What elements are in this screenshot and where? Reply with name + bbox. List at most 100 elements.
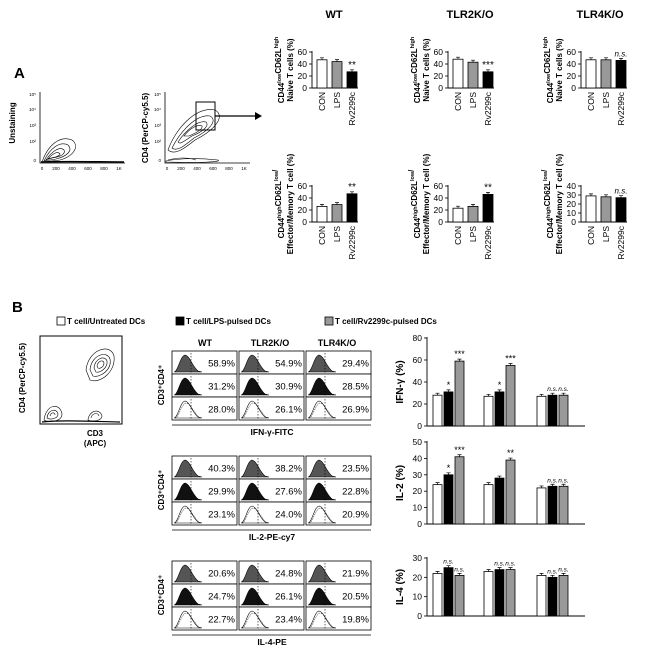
error-bar xyxy=(561,483,566,487)
flow2-ytick-0: 0 xyxy=(158,158,161,163)
significance-mark: *** xyxy=(505,354,516,364)
y-tick-label: 0 xyxy=(417,519,422,529)
histo-peak xyxy=(173,482,203,501)
y-tick-label: 10 xyxy=(413,592,423,602)
y-tick-label: 0 xyxy=(302,217,307,227)
histo-peak xyxy=(240,459,270,478)
y-axis-label: IFN-γ (%) xyxy=(395,360,406,403)
y-tick-label: 0 xyxy=(302,83,307,93)
histo-cell xyxy=(305,606,372,631)
bar-wt-s0 xyxy=(432,394,443,427)
histo-col-header: WT xyxy=(198,338,212,348)
histo-percent: 28.0% xyxy=(208,405,235,416)
legend-swatch-lps xyxy=(175,316,185,326)
header-tlr4: TLR4K/O xyxy=(576,9,624,21)
y-label-line2: Naive T cells (%) xyxy=(286,38,295,101)
error-bar xyxy=(471,59,475,63)
error-bar xyxy=(446,472,451,475)
error-bar xyxy=(550,392,555,396)
histo-col-header: TLR2K/O xyxy=(251,338,290,348)
y-tick-label: 40 xyxy=(298,59,308,69)
bar-tlr2ko-s0 xyxy=(483,484,494,525)
flowb-frame xyxy=(39,335,123,425)
bar-tlr2ko-s2 xyxy=(505,365,516,427)
x-tick-label: Rv2299c xyxy=(616,91,626,125)
flow1-ytick-4: 10⁵ xyxy=(29,92,36,97)
y-label-line2: Effector/Memory T cell (%) xyxy=(422,153,431,254)
error-bar xyxy=(539,573,544,576)
bar-con xyxy=(585,59,597,89)
y-tick-label: 40 xyxy=(413,453,423,463)
chart-naive-tlr4: 0 20 40 60 CON LPS Rv2299c n.s. CD44lowCD62Lhigh… xyxy=(543,36,627,125)
y-tick-label: 20 xyxy=(298,71,308,81)
x-tick-label: Rv2299c xyxy=(616,225,626,259)
error-bar xyxy=(350,191,354,194)
x-tick-label: CON xyxy=(453,226,463,245)
histo-peak xyxy=(307,482,337,501)
y-tick-label: 10 xyxy=(567,208,577,218)
bar-rv2299c xyxy=(346,193,358,223)
significance-mark: n.s. xyxy=(454,566,465,573)
significance-mark: ** xyxy=(348,182,356,193)
error-bar xyxy=(497,475,502,479)
bar-lps xyxy=(467,61,479,89)
histo-ylabel: CD3⁺CD4⁺ xyxy=(157,575,166,615)
bar-tlr4ko-s2 xyxy=(558,394,569,427)
bar-wt-s1 xyxy=(443,391,454,427)
histo-peak xyxy=(173,564,203,583)
bar-wt-s2 xyxy=(454,360,465,427)
y-tick-label: 60 xyxy=(298,181,308,191)
bar-lps xyxy=(331,204,343,223)
flow2-xtick-4: 800 xyxy=(225,166,233,171)
bar-con xyxy=(316,205,328,223)
y-tick-label: 30 xyxy=(413,553,423,563)
error-bar xyxy=(539,393,544,397)
histo-percent: 26.1% xyxy=(275,405,302,416)
bar-wt-s1 xyxy=(443,567,454,617)
flow2-xtick-5: 1K xyxy=(241,166,247,171)
x-tick-label: LPS xyxy=(601,92,611,108)
histo-peak-outline xyxy=(308,612,335,629)
error-bar xyxy=(457,358,462,362)
histo-ylabel: CD3⁺CD4⁺ xyxy=(157,365,166,405)
histo-peak xyxy=(173,610,203,629)
bar-rv2299c xyxy=(482,193,494,223)
flow2-ylabel: CD4 (PerCP-cy5.5) xyxy=(141,93,150,164)
y-tick-label: 10 xyxy=(413,503,423,513)
histo-peak xyxy=(307,459,337,478)
significance-mark: n.s. xyxy=(443,559,454,566)
flow2-xtick-3: 600 xyxy=(209,166,217,171)
flow2-xtick-2: 400 xyxy=(193,166,201,171)
error-bar xyxy=(456,205,460,209)
histo-xlabel: IL-4-PE xyxy=(257,637,287,647)
error-bar xyxy=(435,392,440,396)
error-bar xyxy=(446,389,451,392)
histo-peak xyxy=(240,505,270,524)
y-tick-label: 0 xyxy=(571,83,576,93)
chart-mem-tlr2: 0 20 40 60 CON LPS Rv2299c ** CD44highCD62Llow/E… xyxy=(407,153,494,260)
x-tick-label: Rv2299c xyxy=(347,225,357,259)
histo-peak-outline xyxy=(174,612,201,629)
bar-wt-s2 xyxy=(454,456,465,525)
flow1-xtick-0: 0 xyxy=(41,166,44,171)
histo-peak xyxy=(240,564,270,583)
header-tlr2: TLR2K/O xyxy=(446,9,494,21)
significance-mark: n.s. xyxy=(558,386,569,393)
histo-percent: 20.6% xyxy=(208,569,235,580)
histo-percent: 19.8% xyxy=(342,615,369,626)
y-tick-label: 40 xyxy=(567,181,577,191)
histo-percent: 22.8% xyxy=(342,487,369,498)
flow1-ytick-2: 10³ xyxy=(29,123,36,128)
flow2-xtick-0: 0 xyxy=(166,166,169,171)
error-bar xyxy=(471,204,475,207)
y-tick-label: 30 xyxy=(567,190,577,200)
y-tick-label: 40 xyxy=(567,59,577,69)
histo-cell xyxy=(305,396,372,421)
error-bar xyxy=(619,58,623,61)
histo-percent: 23.1% xyxy=(208,510,235,521)
bar-rv2299c xyxy=(346,71,358,89)
bar-tlr2ko-s0 xyxy=(483,571,494,617)
y-tick-label: 40 xyxy=(298,193,308,203)
